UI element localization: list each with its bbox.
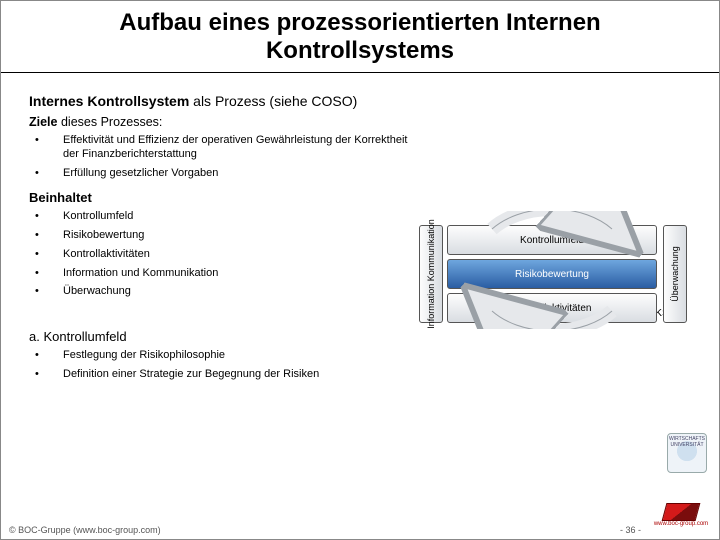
footer: © BOC-Gruppe (www.boc-group.com) - 36 - [9,525,711,535]
section-ziele: Ziele dieses Prozesses: [29,115,691,129]
ziele-item: •Erfüllung gesetzlicher Vorgaben [29,167,691,181]
coso-diagram: Information Kommunikation Kontrollumfeld… [413,215,693,345]
diagram-left-label: Information Kommunikation [426,219,436,329]
a-item: •Festlegung der Risikophilosophie [29,349,691,363]
diagram-bar: Risikobewertung [447,259,657,289]
diagram-right-bar: Überwachung [663,225,687,323]
slide-title: Aufbau eines prozessorientierten Interne… [1,1,719,70]
logo-wirtschaftsuniversitaet: WIRTSCHAFTS UNIVERSITÄT [667,433,707,473]
diagram-left-bar: Information Kommunikation [419,225,443,323]
beinhaltet-heading: Beinhaltet [29,190,691,205]
a-list: •Festlegung der Risikophilosophie •Defini… [29,349,691,382]
footer-copyright: © BOC-Gruppe (www.boc-group.com) [9,525,161,535]
section-ics-process: Internes Kontrollsystem als Prozess (sie… [29,93,691,109]
ziele-item: •Effektivität und Effizienz der operativ… [29,134,691,162]
footer-page-number: - 36 - [620,525,641,535]
diagram-bar: Kontrollumfeld [447,225,657,255]
diagram-right-label: Überwachung [670,246,680,302]
ziele-list: •Effektivität und Effizienz der operativ… [29,134,691,180]
a-item: •Definition einer Strategie zur Begegnun… [29,368,691,382]
diagram-bar: Kontrollaktivitäten [447,293,657,323]
